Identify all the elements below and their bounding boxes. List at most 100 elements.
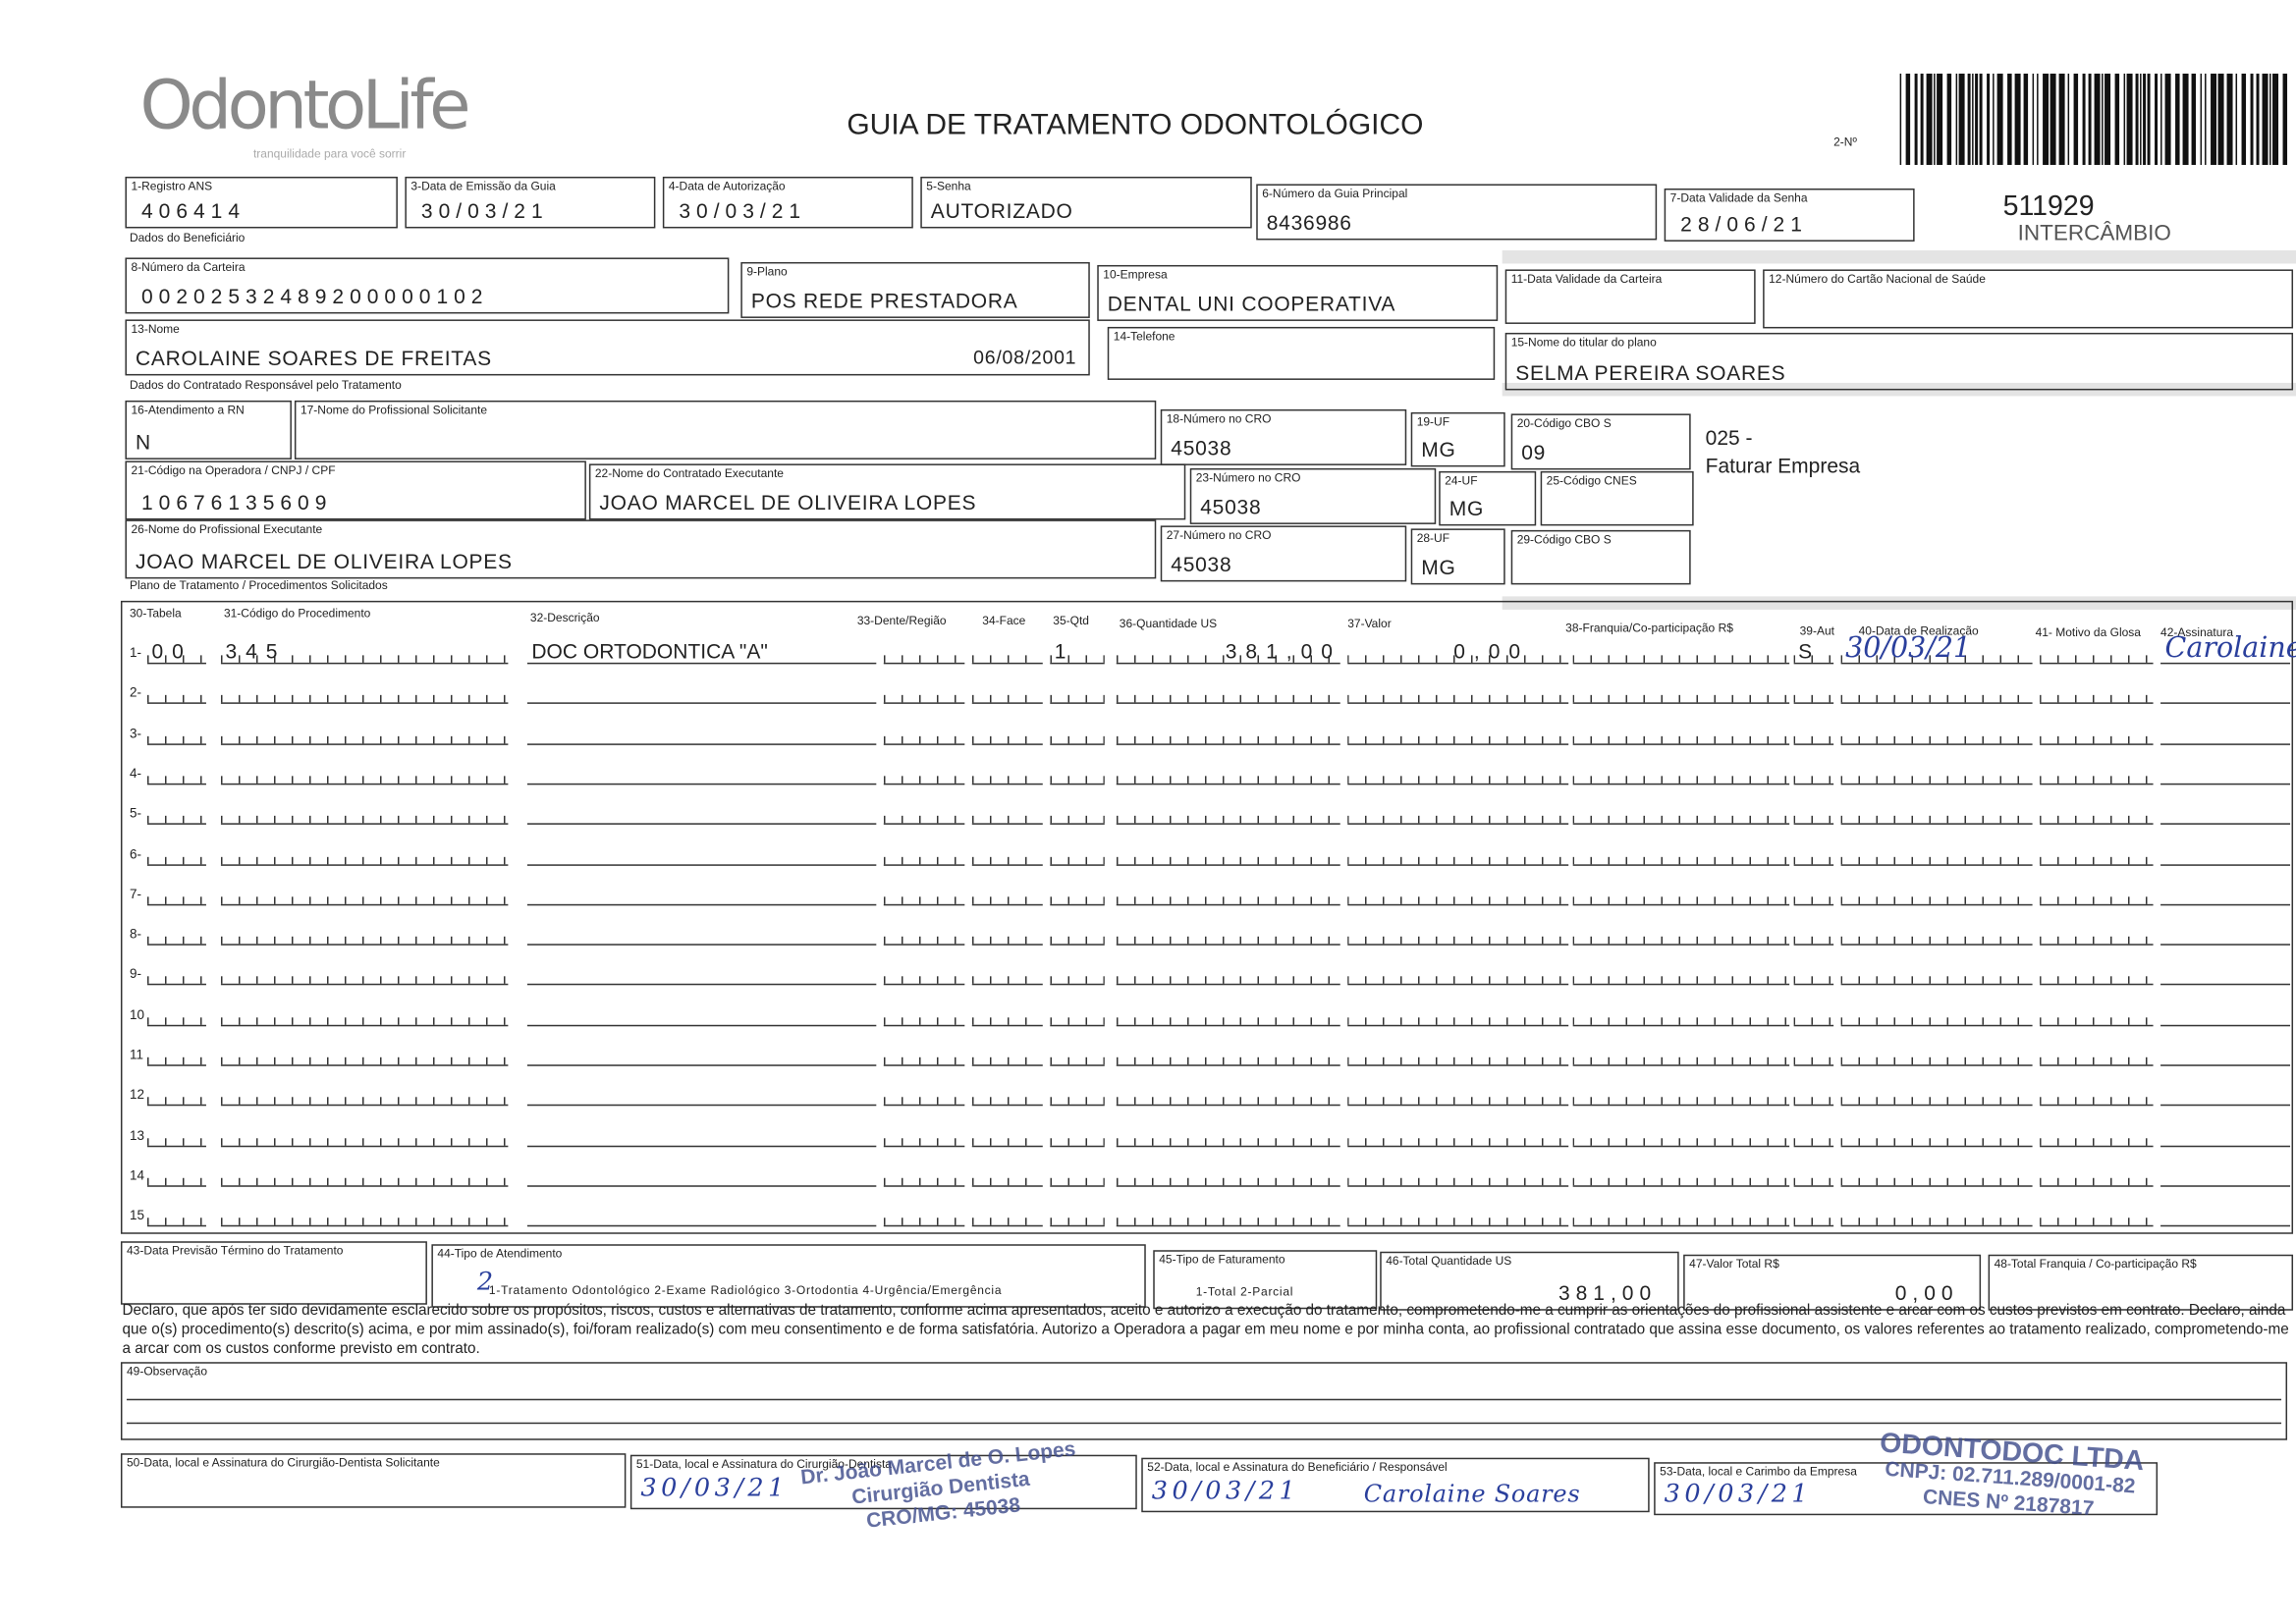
cell-line (526, 1167, 877, 1187)
cell-line (1572, 1208, 1790, 1227)
cell-line (1793, 845, 1834, 866)
cell-line (1116, 765, 1340, 785)
barcode-bar (1958, 73, 1965, 165)
cell-line (2040, 1208, 2154, 1227)
cell-line (2160, 766, 2291, 785)
field-value: 0,00 (1894, 1280, 1959, 1305)
cell-line (971, 765, 1043, 785)
field-value: 406414 (140, 198, 246, 223)
declaration: Declaro, que após ter sido devidamente e… (122, 1303, 2289, 1358)
cell-line (2040, 684, 2154, 705)
cell-line (1116, 1047, 1340, 1066)
cell-value: DOC ORTODONTICA "A" (531, 638, 768, 663)
barcode-bar (2235, 73, 2238, 165)
cell-line (220, 1208, 509, 1227)
field-label: 7-Data Validade da Senha (1669, 190, 1808, 205)
cell-line (220, 845, 509, 866)
cell-line (1840, 725, 2033, 745)
cell-line (1050, 1047, 1105, 1066)
cell-line (2160, 1006, 2291, 1026)
cell-line (2160, 685, 2291, 705)
field-box: 16-Atendimento a RN N (125, 400, 292, 460)
cell-line (1572, 644, 1790, 665)
field-box: 10-Empresa DENTAL UNI COOPERATIVA (1097, 264, 1499, 321)
column-header: 33-Dente/Região (856, 614, 947, 627)
cell-line (146, 886, 206, 906)
field-label: 22-Nome do Contratado Executante (594, 466, 784, 480)
cell-line (1050, 1006, 1105, 1026)
cell-line (1347, 845, 1569, 866)
field-value: DENTAL UNI COOPERATIVA (1107, 291, 1396, 315)
section-title: Dados do Beneficiário (129, 231, 246, 244)
stamp: Dr. João Marcel de O. Lopes Cirurgião Den… (799, 1436, 1082, 1540)
field-label: 48-Total Franquia / Co-participação R$ (1994, 1257, 2197, 1272)
cell-line (1572, 1167, 1790, 1187)
cell-line (1116, 805, 1340, 826)
cell-line (1793, 886, 1834, 906)
field-value: 30/03/21 (1151, 1477, 1300, 1507)
field-label: 14-Telefone (1113, 329, 1175, 344)
barcode-bar (2126, 73, 2133, 165)
field-label: 50-Data, local e Assinatura do Cirurgião… (126, 1456, 440, 1470)
field-box: 45-Tipo de Faturamento 1-Total 2-Parcial (1153, 1250, 1378, 1310)
tagline: tranquilidade para você sorrir (252, 146, 407, 161)
cell-line (1116, 1127, 1340, 1147)
cell-line (2040, 1047, 2154, 1066)
cell-line (1347, 926, 1569, 946)
obs-line (126, 1422, 2282, 1425)
cell-line (1050, 1208, 1105, 1227)
field-box: 20-Código CBO S 09 (1510, 413, 1691, 470)
field-value: 381,00 (1558, 1280, 1658, 1305)
barcode-bar (2050, 73, 2056, 165)
cell-line (1572, 684, 1790, 705)
field-box: 48-Total Franquia / Co-participação R$ (1988, 1254, 2294, 1311)
row-number: 11 (129, 1047, 143, 1062)
field-label: 49-Observação (126, 1365, 208, 1379)
cell-line (1793, 1208, 1834, 1227)
barcode-bar (2200, 73, 2203, 165)
barcode-bar (2032, 73, 2035, 165)
cell-line (220, 1006, 509, 1026)
cell-line (1572, 805, 1790, 826)
field-label: 24-UF (1445, 473, 1478, 488)
cell-line (146, 765, 206, 785)
cell-line (2160, 645, 2291, 665)
barcode-bar (1993, 73, 1995, 165)
cell-line (2160, 966, 2291, 986)
field-label: 26-Nome do Profissional Executante (131, 522, 323, 536)
barcode-bar (2182, 73, 2189, 165)
cell-line (883, 644, 965, 665)
barcode-bar (1914, 73, 1918, 165)
cell-line (1347, 765, 1569, 785)
row-number: 2- (129, 684, 141, 700)
field-box: 44-Tipo de Atendimento 2 1-Tratamento Odon… (431, 1244, 1146, 1308)
cell-line (146, 1208, 206, 1227)
cell-line (1116, 886, 1340, 906)
field-label: 11-Data Validade da Carteira (1510, 272, 1663, 286)
cell-line (2040, 805, 2154, 826)
cell-line (883, 1006, 965, 1026)
row-number: 1- (129, 644, 141, 660)
cell-line (1347, 644, 1569, 665)
cell-value: 00 (151, 638, 192, 663)
cell-line (1572, 845, 1790, 866)
field-value: JOAO MARCEL DE OLIVEIRA LOPES (135, 549, 513, 573)
field-box: 24-UF MG (1439, 470, 1537, 526)
field-value: 30/03/21 (679, 198, 807, 223)
barcode-bar (2007, 73, 2012, 165)
cell-line (1793, 1006, 1834, 1026)
cell-value: S (1798, 638, 1822, 663)
field-label: 29-Código CBO S (1516, 532, 1612, 547)
guide-number: 511929 (2002, 190, 2095, 223)
barcode-bar (2023, 73, 2029, 165)
field-box: 9-Plano POS REDE PRESTADORA (740, 261, 1090, 318)
field-label: 21-Código na Operadora / CNPJ / CPF (131, 463, 336, 477)
cell-line (1347, 886, 1569, 906)
cell-line (883, 805, 965, 826)
field-value: 2 (476, 1268, 498, 1298)
field-label: 20-Código CBO S (1516, 416, 1612, 430)
cell-line (220, 1127, 509, 1147)
cbo-note: Faturar Empresa (1705, 453, 1861, 477)
cell-line (220, 886, 509, 906)
field-value: POS REDE PRESTADORA (750, 288, 1018, 312)
